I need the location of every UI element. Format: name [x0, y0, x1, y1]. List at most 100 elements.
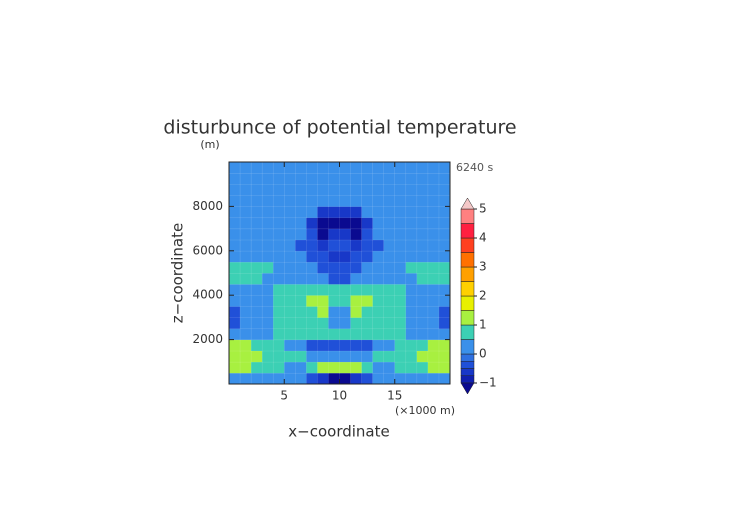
- contour-cell: [350, 161, 363, 174]
- contour-cell: [239, 283, 252, 296]
- contour-cell: [228, 183, 241, 196]
- contour-cell: [394, 339, 407, 352]
- contour-cell: [372, 283, 385, 296]
- contour-cell: [394, 350, 407, 363]
- contour-cell: [261, 172, 274, 185]
- contour-cell: [350, 372, 363, 385]
- contour-cell: [272, 239, 285, 252]
- contour-cell: [228, 306, 241, 318]
- contour-cell: [427, 317, 440, 330]
- contour-cell: [250, 217, 263, 230]
- contour-cell: [317, 183, 329, 196]
- contour-cell: [284, 239, 296, 252]
- contour-cell: [427, 361, 440, 374]
- chart-title: disturbunce of potential temperature: [163, 117, 516, 139]
- contour-cell: [394, 261, 407, 274]
- contour-cell: [361, 317, 374, 330]
- contour-cell: [394, 372, 407, 385]
- contour-cell: [394, 195, 407, 207]
- contour-cell: [339, 261, 352, 274]
- contour-cell: [361, 161, 374, 174]
- contour-cell: [361, 250, 374, 263]
- contour-cell: [427, 250, 440, 263]
- contour-cell: [416, 161, 429, 174]
- contour-cell: [239, 372, 252, 385]
- contour-cell: [361, 239, 374, 252]
- contour-cell: [272, 306, 285, 318]
- contour-cell: [284, 350, 296, 363]
- contour-cell: [427, 339, 440, 352]
- contour-cell: [228, 294, 241, 307]
- contour-cell: [383, 350, 396, 363]
- contour-cell: [427, 228, 440, 241]
- contour-cell: [239, 183, 252, 196]
- contour-cell: [394, 328, 407, 341]
- contour-cell: [383, 372, 396, 385]
- contour-cell: [383, 328, 396, 341]
- contour-cell: [317, 161, 329, 174]
- contour-cell: [272, 183, 285, 196]
- contour-cell: [394, 217, 407, 230]
- contour-cell: [306, 250, 318, 263]
- contour-cell: [284, 294, 296, 307]
- contour-cell: [239, 361, 252, 374]
- contour-cell: [328, 250, 341, 263]
- contour-cell: [339, 161, 352, 174]
- contour-cell: [394, 294, 407, 307]
- colorbar-band: [460, 361, 475, 369]
- contour-cell: [250, 294, 263, 307]
- contour-cell: [284, 217, 296, 230]
- contour-cell: [416, 261, 429, 274]
- contour-cell: [272, 350, 285, 363]
- contour-cell: [261, 361, 274, 374]
- contour-cell: [250, 183, 263, 196]
- contour-cell: [383, 217, 396, 230]
- contour-cell: [350, 206, 363, 219]
- contour-cell: [306, 361, 318, 374]
- y-tick-label: 6000: [192, 243, 223, 257]
- contour-cell: [350, 294, 363, 307]
- contour-cell: [427, 261, 440, 274]
- contour-cell: [239, 172, 252, 185]
- contour-cell: [350, 361, 363, 374]
- contour-cell: [295, 350, 307, 363]
- contour-cell: [272, 294, 285, 307]
- contour-cell: [350, 250, 363, 263]
- contour-cell: [228, 328, 241, 341]
- contour-cell: [261, 306, 274, 318]
- contour-cell: [317, 272, 329, 285]
- contour-cell: [295, 294, 307, 307]
- contour-cell: [405, 328, 418, 341]
- contour-cell: [272, 206, 285, 219]
- contour-cell: [405, 183, 418, 196]
- contour-cell: [416, 195, 429, 207]
- contour-cell: [383, 250, 396, 263]
- contour-cell: [272, 372, 285, 385]
- contour-cell: [427, 206, 440, 219]
- colorbar-over: [460, 197, 475, 210]
- contour-cell: [350, 183, 363, 196]
- contour-cell: [383, 306, 396, 318]
- contour-cell: [438, 195, 451, 207]
- contour-cell: [394, 172, 407, 185]
- contour-cell: [306, 172, 318, 185]
- contour-cell: [228, 283, 241, 296]
- contour-cell: [250, 328, 263, 341]
- contour-cell: [416, 283, 429, 296]
- contour-cell: [295, 228, 307, 241]
- contour-cell: [350, 339, 363, 352]
- contour-cell: [295, 361, 307, 374]
- contour-cell: [306, 350, 318, 363]
- contour-cell: [350, 239, 363, 252]
- contour-cell: [284, 372, 296, 385]
- colorbar-tick-label: 5: [479, 202, 487, 216]
- x-tick-label: 5: [280, 389, 288, 403]
- contour-cell: [394, 228, 407, 241]
- contour-cell: [272, 195, 285, 207]
- contour-cell: [383, 261, 396, 274]
- contour-cell: [306, 372, 318, 385]
- contour-cell: [372, 294, 385, 307]
- contour-cell: [239, 306, 252, 318]
- contour-cell: [394, 306, 407, 318]
- contour-cell: [405, 228, 418, 241]
